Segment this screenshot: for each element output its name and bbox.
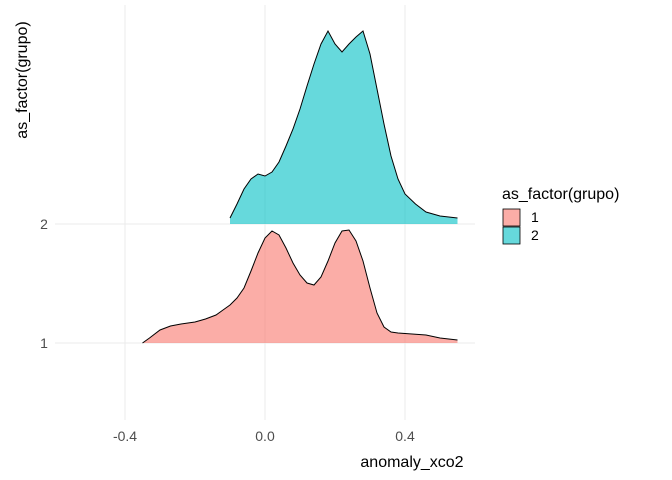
x-tick-label-2: 0.4 <box>395 428 415 444</box>
y-tick-label-2: 2 <box>40 216 48 232</box>
legend-key-2 <box>502 226 521 245</box>
y-axis-title: as_factor(grupo) <box>14 21 31 138</box>
legend-label-2: 2 <box>531 227 539 243</box>
x-axis-ticks: -0.4 0.0 0.4 <box>113 428 415 444</box>
y-tick-label-1: 1 <box>40 335 48 351</box>
ridge-outline-group-1 <box>142 229 458 344</box>
legend-label-1: 1 <box>531 209 539 225</box>
legend-key-1 <box>502 208 521 227</box>
density-ridges <box>142 29 458 344</box>
ridge-area-group-1 <box>142 230 458 343</box>
x-tick-label-1: 0.0 <box>255 428 275 444</box>
ridge-outline-group-2 <box>229 29 458 219</box>
legend-title: as_factor(grupo) <box>502 186 619 203</box>
legend: as_factor(grupo) 1 2 <box>502 186 619 245</box>
x-tick-label-0: -0.4 <box>113 428 137 444</box>
y-axis-ticks: 12 <box>40 216 48 351</box>
x-axis-title: anomaly_xco2 <box>360 454 463 471</box>
ridge-area-group-2 <box>230 31 458 224</box>
